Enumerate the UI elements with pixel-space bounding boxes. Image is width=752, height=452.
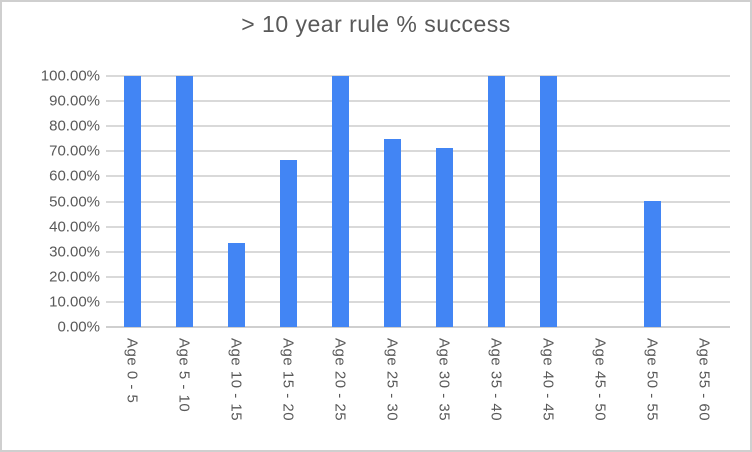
y-tick-label: 60.00% bbox=[49, 167, 100, 185]
y-tick-label: 50.00% bbox=[49, 193, 100, 210]
y-tick-label: 10.00% bbox=[49, 293, 100, 311]
y-gridline bbox=[106, 250, 730, 253]
y-gridline bbox=[106, 225, 730, 228]
x-tick-label: Age 55 - 60 bbox=[695, 338, 713, 422]
y-tick-label: 30.00% bbox=[49, 243, 100, 261]
bar-age-10-15 bbox=[227, 243, 245, 327]
bar-age-30-35 bbox=[435, 148, 453, 327]
x-tick-label: Age 25 - 30 bbox=[383, 338, 401, 422]
x-tick-label: Age 15 - 20 bbox=[279, 338, 297, 422]
chart-title: > 10 year rule % success bbox=[241, 11, 511, 37]
y-axis: 100.00% 90.00% 80.00% 70.00% 60.00% 50.00% 40.… bbox=[2, 69, 100, 335]
y-gridline bbox=[106, 100, 730, 103]
y-gridline bbox=[106, 300, 730, 303]
y-gridline bbox=[106, 75, 730, 77]
x-tick-label: Age 10 - 15 bbox=[227, 338, 245, 422]
y-gridline bbox=[106, 125, 730, 128]
x-tick-label: Age 50 - 55 bbox=[643, 338, 661, 422]
y-gridline bbox=[106, 200, 730, 203]
y-tick-label: 100.00% bbox=[40, 67, 100, 85]
y-gridline bbox=[106, 175, 730, 178]
y-tick-label: 80.00% bbox=[49, 117, 100, 135]
y-gridline bbox=[106, 150, 730, 153]
bar-age-40-45 bbox=[539, 76, 557, 327]
x-tick-label: Age 30 - 35 bbox=[435, 338, 453, 422]
bar-age-5-10 bbox=[175, 76, 193, 327]
y-tick-label: 40.00% bbox=[49, 218, 100, 236]
x-tick-label: Age 40 - 45 bbox=[539, 338, 557, 422]
y-tick-label: 20.00% bbox=[49, 268, 100, 286]
x-tick-label: Age 35 - 40 bbox=[487, 338, 505, 422]
bar-age-50-55 bbox=[643, 201, 661, 327]
bar-age-25-30 bbox=[383, 139, 401, 327]
plot-area bbox=[106, 75, 730, 328]
x-tick-label: Age 0 - 5 bbox=[123, 338, 141, 404]
y-tick-label: 0.00% bbox=[57, 318, 100, 336]
x-tick-label: Age 20 - 25 bbox=[331, 338, 349, 422]
y-tick-label: 70.00% bbox=[49, 142, 100, 160]
y-gridline bbox=[106, 275, 730, 278]
bar-age-35-40 bbox=[487, 76, 505, 327]
bar-age-20-25 bbox=[331, 76, 349, 327]
x-axis-line bbox=[106, 326, 730, 328]
bar-age-0-5 bbox=[123, 76, 141, 327]
bar-age-15-20 bbox=[279, 160, 297, 327]
x-tick-label: Age 45 - 50 bbox=[591, 338, 609, 422]
x-tick-label: Age 5 - 10 bbox=[175, 338, 193, 413]
x-axis: Age 0 - 5 Age 5 - 10 Age 10 - 15 Age 15 - 2… bbox=[106, 338, 730, 448]
y-tick-label: 90.00% bbox=[49, 92, 100, 110]
